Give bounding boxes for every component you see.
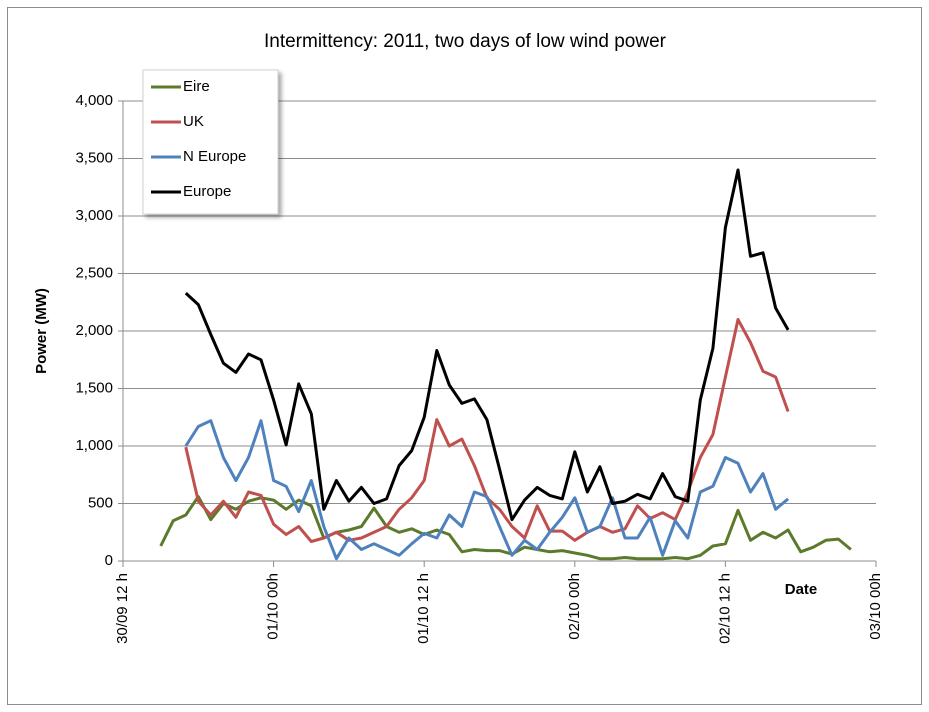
x-axis-label: Date <box>785 581 818 598</box>
legend: Eire UK N Europe Europe <box>142 69 279 215</box>
legend-label: N Europe <box>183 148 246 165</box>
x-tick-label: 02/10 00h <box>566 573 583 640</box>
lines <box>159 168 852 561</box>
legend-box <box>142 69 279 215</box>
axes: 0 500 1,000 1,500 2,000 2,500 3,000 3,500 4,000 3… <box>75 92 884 644</box>
y-tick-label: 500 <box>88 494 113 511</box>
y-tick-label: 3,000 <box>75 207 113 224</box>
y-tick-label: 2,500 <box>75 264 113 281</box>
x-tick-label: 03/10 00h <box>867 573 884 640</box>
chart-title: Intermittency: 2011, two days of low win… <box>264 31 667 52</box>
y-tick-label: 1,000 <box>75 437 113 454</box>
series-line <box>184 168 790 522</box>
x-tick-label: 01/10 12 h <box>415 573 432 644</box>
y-tick-label: 0 <box>105 552 113 569</box>
y-tick-label: 1,500 <box>75 379 113 396</box>
y-tick-label: 4,000 <box>75 92 113 109</box>
legend-label: Eire <box>183 78 210 95</box>
legend-label: UK <box>183 113 204 130</box>
x-tick-label: 01/10 00h <box>265 573 282 640</box>
y-tick-label: 2,000 <box>75 322 113 339</box>
y-axis-label: Power (MW) <box>33 288 50 374</box>
x-tick-label: 30/09 12 h <box>114 573 131 644</box>
series-line <box>159 495 852 561</box>
legend-label: Europe <box>183 183 231 200</box>
y-tick-label: 3,500 <box>75 149 113 166</box>
x-tick-label: 02/10 12 h <box>716 573 733 644</box>
series-line <box>184 419 790 561</box>
